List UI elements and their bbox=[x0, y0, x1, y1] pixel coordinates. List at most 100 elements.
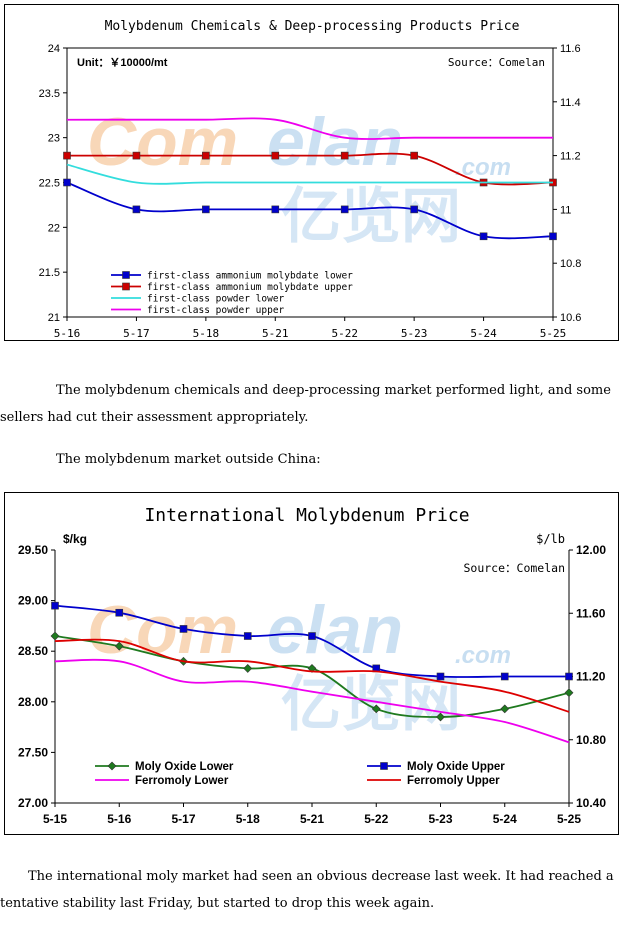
chart-1-y2-tick-label: 10.6 bbox=[560, 312, 581, 324]
chart-1-y-tick-label: 22 bbox=[48, 222, 60, 234]
chart-2-y-tick-label: 29.00 bbox=[18, 594, 48, 608]
chart-1-y-tick-label: 21 bbox=[48, 312, 60, 324]
watermark-brand-text: Com bbox=[87, 104, 238, 180]
chart-2-series-2-point bbox=[243, 632, 252, 640]
chart-1-x-tick-label: 5-25 bbox=[540, 327, 567, 340]
chart-1-legend-label-1: first-class ammonium molybdate lower bbox=[147, 271, 353, 282]
chart-1-series-1-point bbox=[63, 178, 71, 187]
chart-2-series-line-3 bbox=[54, 658, 570, 744]
chart-1-series-line-3 bbox=[66, 163, 553, 185]
chart-2-series-1-point bbox=[436, 712, 445, 722]
chart-2-y2-tick-label: 12.00 bbox=[576, 543, 606, 557]
watermark-domain-text: .com bbox=[455, 154, 511, 181]
chart-1-x-tick-label: 5-18 bbox=[193, 327, 220, 340]
chart-1-series-line-1 bbox=[66, 181, 554, 240]
chart-2-x-tick-label: 5-18 bbox=[236, 812, 260, 826]
chart-1-y-tick-label: 23.5 bbox=[39, 88, 60, 100]
chart-2-y2-tick-label: 11.20 bbox=[576, 670, 606, 684]
watermark-brand-text-2: elan bbox=[267, 592, 403, 668]
chart-2-legend-label-1: Moly Oxide Lower bbox=[135, 761, 234, 773]
chart-1-series-line-2 bbox=[66, 152, 554, 186]
chart-2-series-1-point bbox=[114, 641, 124, 651]
chart-2-legend-label-4: Ferromoly Upper bbox=[407, 775, 500, 787]
chart-1-x-tick-label: 5-16 bbox=[54, 327, 81, 340]
chart-1-y-tick-label: 21.5 bbox=[39, 267, 60, 279]
chart-2-y2-tick-label: 10.40 bbox=[576, 796, 606, 810]
chart-2-y-tick-label: 27.50 bbox=[18, 745, 48, 759]
chart-1-y2-tick-label: 10.8 bbox=[560, 258, 581, 270]
chart-1-legend-label-3: first-class powder lower bbox=[147, 294, 285, 305]
chart-1-x-tick-label: 5-24 bbox=[470, 327, 497, 340]
chart-2-x-tick-label: 5-24 bbox=[493, 812, 517, 826]
chart-2-series-2-point bbox=[115, 608, 124, 617]
chart-2-series-2-point bbox=[308, 632, 316, 640]
chart-2-x-tick-label: 5-21 bbox=[300, 812, 324, 826]
chart-1-legend-marker-2 bbox=[122, 282, 130, 291]
chart-2-y2-axis-label: $/lb bbox=[536, 532, 565, 546]
chart-2-x-tick-label: 5-25 bbox=[557, 812, 581, 826]
paragraph-3: The international moly market had seen a… bbox=[0, 869, 614, 911]
paragraph-2: The molybdenum market outside China: bbox=[56, 452, 321, 467]
chart-1-series-2-point bbox=[132, 151, 141, 160]
chart-2-series-2-point bbox=[436, 672, 445, 681]
chart-1-y2-tick-label: 11 bbox=[560, 204, 571, 216]
watermark-domain-text: .com bbox=[455, 642, 511, 669]
chart-2-legend-label-3: Ferromoly Lower bbox=[135, 775, 229, 787]
chart-1-series-1-point bbox=[549, 232, 557, 241]
chart-2-y-tick-label: 29.50 bbox=[18, 543, 48, 557]
chart-1-series-1-point bbox=[410, 205, 418, 214]
paragraph-1: The molybdenum chemicals and deep-proces… bbox=[0, 383, 611, 425]
chart-1-x-tick-label: 5-23 bbox=[401, 327, 428, 340]
chart-2-series-1-point bbox=[50, 631, 60, 641]
chart-2-legend-label-2: Moly Oxide Upper bbox=[407, 761, 505, 773]
chart-1-x-tick-label: 5-17 bbox=[123, 327, 150, 340]
chart-2-series-line-4 bbox=[54, 638, 570, 713]
chart-2-series-2-point bbox=[500, 672, 509, 681]
chart-1-title: Molybdenum Chemicals & Deep-processing P… bbox=[105, 19, 520, 34]
chart-1-x-tick-label: 5-22 bbox=[331, 327, 358, 340]
chart-1-series-1-point bbox=[340, 205, 349, 214]
chart-1-y2-tick-label: 11.6 bbox=[560, 43, 581, 55]
chart-1-series-1-point bbox=[479, 232, 488, 241]
chart-2-y2-tick-label: 10.80 bbox=[576, 733, 606, 747]
chart-1-y-tick-label: 22.5 bbox=[39, 178, 60, 190]
chart-1-series-2-point bbox=[340, 151, 349, 160]
watermark-cn-text: 亿览网 bbox=[281, 182, 461, 252]
chart-1-series-2-point bbox=[63, 151, 71, 160]
chart-2-y-axis-label: $/kg bbox=[63, 532, 87, 546]
chart-2-legend-marker-1 bbox=[107, 761, 117, 771]
chart-1-y2-tick-label: 11.2 bbox=[560, 151, 581, 163]
chart-1-series-2-point bbox=[202, 151, 210, 160]
watermark-brand-text-2: elan bbox=[267, 104, 403, 180]
chart-1-series-2-point bbox=[271, 151, 280, 160]
chart-2-x-tick-label: 5-23 bbox=[428, 812, 452, 826]
chart-2-y2-tick-label: 11.60 bbox=[576, 606, 606, 620]
chart-2-x-tick-label: 5-15 bbox=[43, 812, 67, 826]
chart-1-legend-marker-1 bbox=[122, 271, 130, 279]
chart-2-series-2-point bbox=[565, 672, 573, 681]
chart-1-y-tick-label: 23 bbox=[48, 133, 60, 145]
chart-2-x-tick-label: 5-17 bbox=[171, 812, 195, 826]
chart-1-legend-label-4: first-class powder upper bbox=[147, 305, 285, 316]
chart-2-y-tick-label: 27.00 bbox=[18, 796, 48, 810]
chart-2-x-tick-label: 5-16 bbox=[107, 812, 131, 826]
chart-2-series-1-point bbox=[243, 663, 253, 673]
chart-2-title: International Molybdenum Price bbox=[144, 505, 469, 526]
chart-2-legend-marker-2 bbox=[380, 762, 388, 770]
chart-2-series-2-point bbox=[179, 625, 188, 633]
chart-1-series-1-point bbox=[132, 205, 141, 214]
chart-2-series-1-point bbox=[371, 704, 381, 714]
chart-2-y-tick-label: 28.50 bbox=[18, 644, 48, 658]
chart-1-legend-label-2: first-class ammonium molybdate upper bbox=[147, 282, 353, 293]
chart-2-frame: Com elan .com 亿览网 International Molybdenum P… bbox=[4, 492, 619, 835]
chart-1-series-2-point bbox=[410, 151, 418, 160]
chart-2-x-tick-label: 5-22 bbox=[364, 812, 388, 826]
chart-2-y-tick-label: 28.00 bbox=[18, 695, 48, 709]
chart-1-y2-tick-label: 11.4 bbox=[560, 97, 581, 109]
chart-1-series-1-point bbox=[271, 205, 280, 214]
watermark-cn-text: 亿览网 bbox=[281, 670, 461, 740]
chart-2-source-note: Source：Comelan bbox=[463, 561, 565, 575]
chart-2-series-2-point bbox=[51, 601, 59, 610]
chart-1-source-note: Source：Comelan bbox=[448, 56, 545, 69]
